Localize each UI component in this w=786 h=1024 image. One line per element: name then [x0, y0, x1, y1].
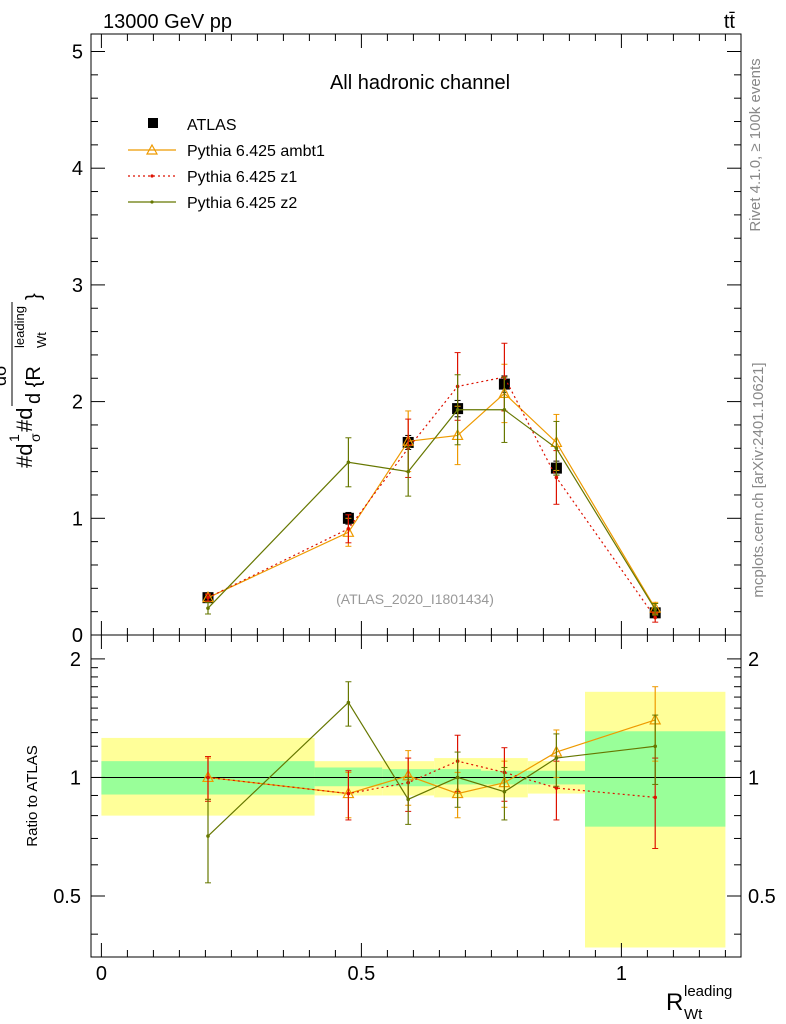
- xlabel-r: R: [666, 989, 683, 1016]
- ratio-pythia-6-425-z2-point: [406, 797, 411, 802]
- main-pythia-6-425-ambt1: [202, 363, 662, 615]
- ratio-y-axis-label: Ratio to ATLAS: [24, 745, 41, 846]
- ratio-error-bands: [91, 691, 741, 948]
- main-atlas: [202, 375, 661, 619]
- xtick-label: 0: [96, 963, 107, 985]
- main-ytick-label: 1: [72, 508, 83, 530]
- axis-ticks: 0 1 2 3 4 5 0 0.5 1 0.5 0.5 1 1 2 2: [53, 34, 776, 985]
- legend-label-atlas: ATLAS: [187, 117, 237, 134]
- ylabel-sigma: σ: [27, 433, 43, 442]
- main-pythia-6-425-z1: [205, 342, 659, 623]
- main-ytick-label: 3: [72, 275, 83, 297]
- xtick-label: 1: [616, 963, 627, 985]
- main-pythia-6-425-z2: [205, 374, 659, 616]
- ylabel-d-1: #d: [12, 444, 37, 468]
- plot-title: All hadronic channel: [330, 72, 510, 94]
- ratio-ytick-label-right: 2: [748, 649, 759, 671]
- main-pythia-6-425-z2-point: [554, 446, 559, 451]
- ylabel-dsigma: dσ: [0, 365, 10, 386]
- legend-label-ambt1: Pythia 6.425 ambt1: [187, 143, 325, 160]
- main-pythia-6-425-z2-point: [346, 460, 351, 465]
- ratio-pythia-6-425-z2-point: [502, 789, 507, 794]
- main-pythia-6-425-z2-point: [406, 469, 411, 474]
- legend-label-z1: Pythia 6.425 z1: [187, 169, 297, 186]
- ylabel-d-r: d {R: [23, 366, 45, 404]
- ylabel-frac-num: 1: [6, 434, 22, 442]
- analysis-label: (ATLAS_2020_I1801434): [336, 591, 494, 607]
- main-pythia-6-425-z1-line: [207, 376, 656, 618]
- ratio-pythia-6-425-z2-point: [455, 775, 460, 780]
- main-ytick-label: 4: [72, 158, 83, 180]
- legend-marker-z1: [150, 174, 154, 178]
- data-series: [202, 342, 662, 884]
- legend-marker-z2: [150, 200, 154, 204]
- legend: ATLAS Pythia 6.425 ambt1 Pythia 6.425 z1…: [128, 117, 325, 212]
- main-ytick-label: 2: [72, 392, 83, 414]
- ratio-pythia-6-425-z1-point: [554, 786, 559, 790]
- ratio-pythia-6-425-z1-point: [346, 791, 351, 796]
- energy-label: 13000 GeV pp: [103, 11, 232, 33]
- ratio-pythia-6-425-z2: [205, 681, 659, 884]
- legend-label-z2: Pythia 6.425 z2: [187, 195, 297, 212]
- ratio-ytick-label-left: 0.5: [53, 886, 81, 908]
- ylabel-d-2: #d: [12, 408, 37, 432]
- main-pythia-6-425-z2-line: [207, 409, 656, 610]
- main-ytick-label: 5: [72, 42, 83, 64]
- main-y-axis-label: #d 1 σ #d dσ d {R leading Wt }: [0, 293, 49, 468]
- ratio-ytick-label-right: 1: [748, 767, 759, 789]
- main-pythia-6-425-z1-point: [346, 527, 351, 531]
- ylabel-close-brace: }: [23, 293, 45, 300]
- legend-marker-atlas: [148, 118, 158, 128]
- mcplots-label: mcplots.cern.ch [arXiv:2401.10621]: [750, 362, 767, 597]
- main-pythia-6-425-z1-point: [206, 595, 210, 600]
- ratio-pythia-6-425-z2-point: [346, 700, 351, 705]
- ratio-pythia-6-425-z2-point: [554, 756, 559, 760]
- xlabel-wt: Wt: [684, 1006, 703, 1023]
- ratio-pythia-6-425-z2-point: [653, 744, 657, 749]
- main-pythia-6-425-z1-point: [653, 615, 657, 620]
- legend-marker-ambt1: [145, 143, 159, 155]
- ratio-ytick-label-left: 1: [70, 767, 81, 789]
- main-pythia-6-425-z2-point: [653, 607, 657, 612]
- xtick-label: 0.5: [347, 963, 375, 985]
- ratio-plot-frame: [90, 634, 742, 958]
- process-label: tt̄: [724, 11, 736, 33]
- ratio-ytick-label-right: 0.5: [748, 886, 776, 908]
- main-ytick-label: 0: [72, 625, 83, 647]
- main-pythia-6-425-z1-point: [554, 475, 559, 480]
- ylabel-leading: leading: [12, 306, 27, 348]
- xlabel-leading: leading: [684, 983, 732, 1000]
- ratio-pythia-6-425-z2-point: [206, 834, 210, 838]
- main-pythia-6-425-z2-point: [455, 407, 460, 412]
- rivet-label: Rivet 4.1.0, ≥ 100k events: [747, 58, 764, 231]
- main-pythia-6-425-z2-point: [502, 407, 507, 412]
- ylabel-wt: Wt: [34, 332, 49, 348]
- ratio-ytick-label-left: 2: [70, 649, 81, 671]
- main-pythia-6-425-z2-point: [206, 606, 210, 610]
- x-axis-label: R leading Wt: [666, 983, 732, 1023]
- ratio-pythia-6-425-z1-point: [206, 775, 210, 780]
- ratio-pythia-6-425-z1-point: [653, 795, 657, 800]
